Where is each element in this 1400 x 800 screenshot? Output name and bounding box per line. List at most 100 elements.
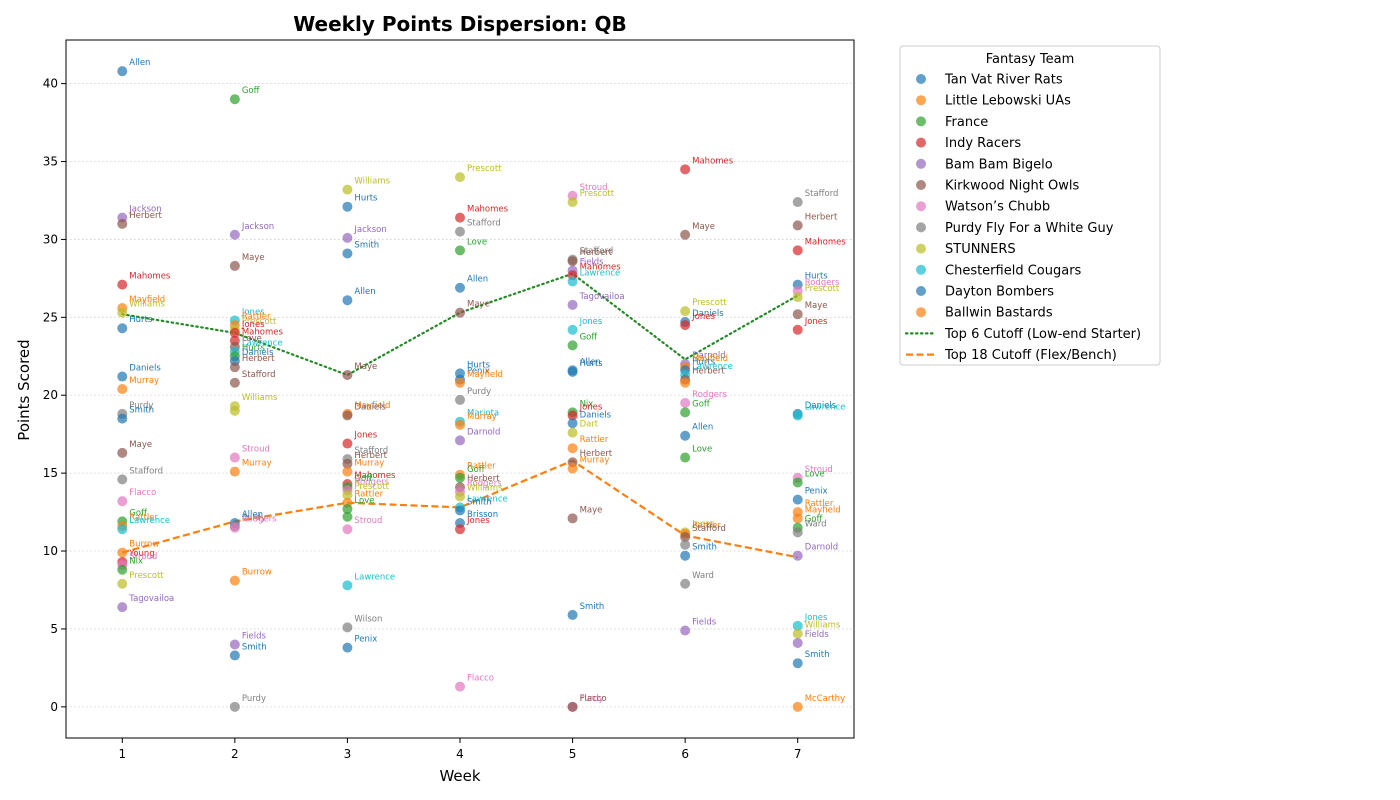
point-label: Tagovailoa (128, 594, 174, 604)
data-point (567, 340, 578, 351)
point-label: Daniels (692, 309, 724, 319)
data-point (455, 226, 465, 237)
data-point (117, 564, 128, 575)
point-label: Allen (580, 357, 601, 367)
point-label: Tagovailoa (579, 292, 625, 302)
data-point (455, 472, 465, 483)
point-label: Murray (580, 455, 610, 465)
x-tick-label: 5 (569, 747, 577, 761)
y-tick-label: 30 (43, 232, 58, 246)
point-label: Flacco (129, 488, 156, 498)
point-label: Rodgers (354, 477, 389, 487)
data-point (567, 427, 578, 438)
point-label: McCarthy (805, 694, 845, 704)
point-label: Stroud (129, 552, 157, 562)
plot-frame (65, 39, 855, 739)
point-label: Fields (692, 617, 717, 627)
point-label: Maye (242, 253, 265, 263)
point-label: Daniels (242, 348, 274, 358)
point-label: Lawrence (692, 362, 733, 372)
point-label: Prescott (805, 284, 840, 294)
point-label: Mayfield (354, 401, 390, 411)
data-point (567, 513, 578, 524)
point-label: Penix (805, 487, 828, 497)
point-label: Flacco (580, 694, 607, 704)
point-label: Love (467, 237, 487, 247)
point-label: Hurts (580, 359, 604, 369)
point-label: Hurts (129, 315, 153, 325)
data-point (792, 197, 803, 208)
point-label: Stroud (580, 183, 608, 193)
data-point (680, 398, 691, 409)
legend-title: Fantasy Team (986, 52, 1075, 67)
point-label: Penix (467, 367, 490, 377)
data-point (567, 410, 578, 421)
data-point (117, 447, 128, 458)
point-label: Hurts (354, 194, 378, 204)
point-label: Jones (691, 519, 715, 529)
point-label: Mayfield (692, 354, 728, 364)
grid-lines (66, 83, 854, 708)
x-axis-label: Week (439, 767, 480, 785)
data-point (567, 366, 578, 377)
data-point (342, 511, 353, 522)
legend: Fantasy Team Tan Vat River Rats Little Le… (899, 45, 1161, 366)
data-point (792, 292, 803, 303)
data-point (229, 452, 240, 463)
point-label: Stafford (354, 446, 388, 456)
data-point (792, 658, 803, 669)
point-label: Allen (242, 510, 263, 520)
data-point (117, 218, 128, 229)
point-label: Herbert (467, 474, 500, 484)
data-point (229, 260, 240, 271)
data-point (680, 164, 691, 175)
data-point (792, 637, 803, 648)
legend-entry: Chesterfield Cougars (945, 263, 1082, 278)
data-point (680, 550, 691, 561)
point-label: Love (692, 445, 712, 455)
y-tick-label: 35 (43, 155, 58, 169)
data-point (229, 575, 240, 586)
legend-box (899, 45, 1161, 366)
data-point (567, 701, 578, 712)
point-label: Rattler (805, 499, 834, 509)
point-label: Smith (805, 650, 830, 660)
legend-marker (916, 307, 926, 318)
point-label: Love (354, 496, 374, 506)
point-label: Smith (580, 602, 605, 612)
data-point (680, 377, 691, 388)
point-label: Smith (354, 240, 379, 250)
data-point (229, 650, 240, 661)
point-label: Herbert (805, 212, 838, 222)
data-point (455, 505, 465, 516)
point-label: Williams (354, 177, 390, 187)
point-label: Murray (467, 412, 497, 422)
y-tick-label: 15 (43, 466, 58, 480)
data-point (455, 524, 465, 535)
point-label: Lawrence (242, 339, 283, 349)
y-tick-label: 5 (50, 622, 58, 636)
point-label: Murray (242, 459, 272, 469)
point-label: Mahomes (580, 262, 622, 272)
data-point (792, 324, 803, 335)
point-label: Darnold (805, 543, 838, 553)
point-label: Hurts (805, 272, 829, 282)
point-label: Herbert (354, 451, 387, 461)
data-point (455, 681, 465, 692)
point-label: Prescott (354, 482, 389, 492)
point-label: Rattler (129, 513, 158, 523)
point-label: Daniels (580, 410, 612, 420)
legend-marker (916, 137, 926, 148)
point-label: Darnold (467, 427, 500, 437)
point-label: Jones (804, 613, 828, 623)
point-label: Burrow (242, 568, 272, 578)
point-label: Stafford (805, 189, 839, 199)
data-point (229, 362, 240, 373)
data-point (567, 256, 578, 267)
point-label: Lawrence (805, 402, 846, 412)
point-label: Murray (129, 376, 159, 386)
legend-entry: Ballwin Bastards (945, 306, 1053, 321)
legend-entry: Dayton Bombers (945, 285, 1054, 300)
data-point (680, 320, 691, 331)
point-label: Wilson (354, 614, 382, 624)
